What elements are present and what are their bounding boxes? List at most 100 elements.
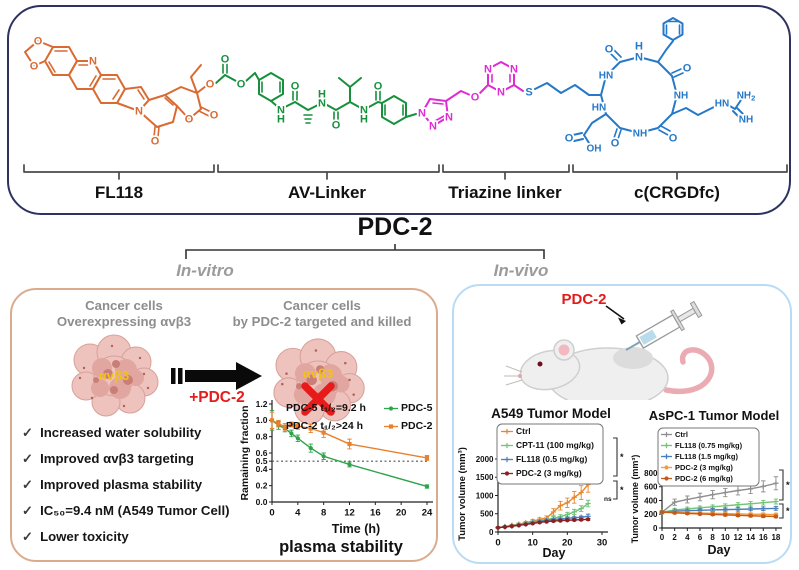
label-av-linker: AV-Linker: [287, 183, 367, 202]
svg-text:10: 10: [527, 538, 538, 549]
svg-text:O: O: [611, 138, 620, 150]
av-linker-structure: [215, 62, 417, 125]
label-triazine-linker: Triazine linker: [448, 183, 562, 202]
svg-text:0: 0: [269, 508, 274, 519]
svg-text:8: 8: [710, 533, 715, 542]
svg-text:PDC-2 t₁/₂>24 h: PDC-2 t₁/₂>24 h: [286, 420, 363, 432]
svg-text:CPT-11 (100 mg/kg): CPT-11 (100 mg/kg): [516, 440, 594, 450]
svg-text:Day: Day: [543, 546, 566, 560]
svg-text:1500: 1500: [476, 473, 494, 482]
svg-text:2: 2: [672, 533, 677, 542]
svg-text:N: N: [429, 121, 437, 133]
avb3-label-2: αvβ3: [303, 366, 333, 381]
svg-text:S: S: [525, 87, 532, 99]
svg-text:N: N: [277, 105, 285, 117]
triazine-linker-structure: [421, 61, 524, 127]
svg-text:Ctrl: Ctrl: [675, 430, 688, 439]
svg-text:FL118 (0.75 mg/kg): FL118 (0.75 mg/kg): [675, 441, 743, 450]
svg-text:20: 20: [396, 508, 407, 519]
svg-text:OH: OH: [587, 144, 602, 155]
svg-text:NH: NH: [739, 115, 753, 126]
svg-text:HN: HN: [715, 99, 729, 110]
svg-text:18: 18: [771, 533, 780, 542]
svg-text:O: O: [683, 63, 692, 75]
svg-text:NH2: NH2: [737, 91, 756, 103]
branch-bracket: [185, 244, 545, 259]
a549-tumor-chart: 0 500 1000 1500 2000 0 10 20 30 A549 Tumor Model D…: [457, 406, 624, 560]
invitro-left-caption: Cancer cells Overexpressing αvβ3: [56, 298, 192, 329]
svg-text:O: O: [374, 81, 383, 93]
svg-text:**: **: [786, 480, 790, 490]
injection-arrow-icon: [605, 305, 626, 325]
svg-text:*: *: [620, 452, 624, 462]
svg-text:12: 12: [734, 533, 743, 542]
label-fl118: FL118: [94, 183, 144, 202]
component-braces: [23, 164, 788, 180]
svg-text:12: 12: [344, 508, 355, 519]
svg-text:1.0: 1.0: [256, 415, 268, 425]
crgdfc-structure: [534, 17, 744, 144]
checklist-item: ✓ Improved αvβ3 targeting: [22, 451, 194, 466]
svg-text:8: 8: [321, 508, 326, 519]
svg-text:N: N: [445, 112, 453, 124]
svg-text:800: 800: [644, 469, 658, 478]
svg-text:PDC-5 t₁/₂=9.2 h: PDC-5 t₁/₂=9.2 h: [286, 402, 366, 414]
svg-text:O: O: [185, 114, 194, 126]
structure-panel: O O N N O O O O O O N H O N H O N H O N N N O N N N S HN O H N O NH HN NH2…: [7, 5, 791, 215]
cancer-cell-cluster-targeted: [273, 338, 365, 425]
svg-text:O: O: [565, 133, 574, 145]
svg-text:500: 500: [480, 510, 494, 519]
svg-text:O: O: [291, 81, 300, 93]
svg-text:FL118 (1.5 mg/kg): FL118 (1.5 mg/kg): [675, 452, 738, 461]
svg-text:Tumor volume (mm³): Tumor volume (mm³): [457, 447, 468, 541]
svg-text:N: N: [89, 56, 97, 68]
svg-text:*: *: [786, 506, 790, 516]
svg-text:N: N: [135, 106, 143, 118]
svg-text:H: H: [318, 89, 326, 101]
invitro-label: In-vitro: [176, 261, 234, 280]
svg-text:0.2: 0.2: [256, 480, 268, 490]
svg-text:PDC-2 (3 mg/kg): PDC-2 (3 mg/kg): [516, 468, 582, 478]
svg-text:10: 10: [721, 533, 730, 542]
svg-text:O: O: [237, 79, 246, 91]
svg-text:N: N: [635, 52, 643, 64]
invitro-illustration: αvβ3 αvβ3: [71, 334, 365, 425]
cancer-cell-cluster: [71, 334, 159, 417]
svg-text:O: O: [471, 92, 480, 104]
svg-text:O: O: [605, 44, 614, 56]
svg-text:2000: 2000: [476, 455, 494, 464]
svg-text:NH: NH: [674, 91, 688, 102]
svg-text:N: N: [497, 87, 505, 99]
svg-text:400: 400: [644, 496, 658, 505]
svg-text:FL118 (0.5 mg/kg): FL118 (0.5 mg/kg): [516, 454, 587, 464]
svg-text:16: 16: [370, 508, 381, 519]
svg-text:H: H: [360, 114, 368, 126]
svg-text:PDC-2: PDC-2: [401, 420, 433, 432]
svg-text:Time (h): Time (h): [332, 522, 380, 536]
svg-text:H: H: [277, 114, 285, 126]
svg-text:0: 0: [660, 533, 665, 542]
svg-text:Ctrl: Ctrl: [516, 426, 531, 436]
label-crgdfc: c(CRGDfc): [634, 183, 720, 202]
invivo-label: In-vivo: [493, 261, 549, 280]
plasma-chart-caption: plasma stability: [279, 538, 403, 556]
svg-text:0.8: 0.8: [256, 431, 268, 441]
svg-text:HN: HN: [599, 71, 613, 82]
svg-text:H: H: [635, 41, 643, 53]
benefit-checklist: ✓ Increased water solubility ✓ Improved αvβ…: [22, 424, 250, 554]
svg-text:600: 600: [644, 483, 658, 492]
treatment-arrow-icon: [171, 362, 262, 390]
svg-text:6: 6: [698, 533, 703, 542]
svg-text:A549 Tumor Model: A549 Tumor Model: [491, 406, 611, 421]
svg-text:N: N: [484, 64, 492, 76]
checklist-item: ✓ Improved plasma stability: [22, 477, 203, 492]
invitro-panel: Cancer cells Overexpressing αvβ3 Cancer …: [10, 288, 438, 562]
svg-text:0.0: 0.0: [256, 497, 268, 507]
invivo-panel: PDC-2: [452, 284, 792, 564]
checklist-item: ✓ Lower toxicity: [22, 529, 129, 544]
svg-text:O: O: [30, 61, 39, 73]
